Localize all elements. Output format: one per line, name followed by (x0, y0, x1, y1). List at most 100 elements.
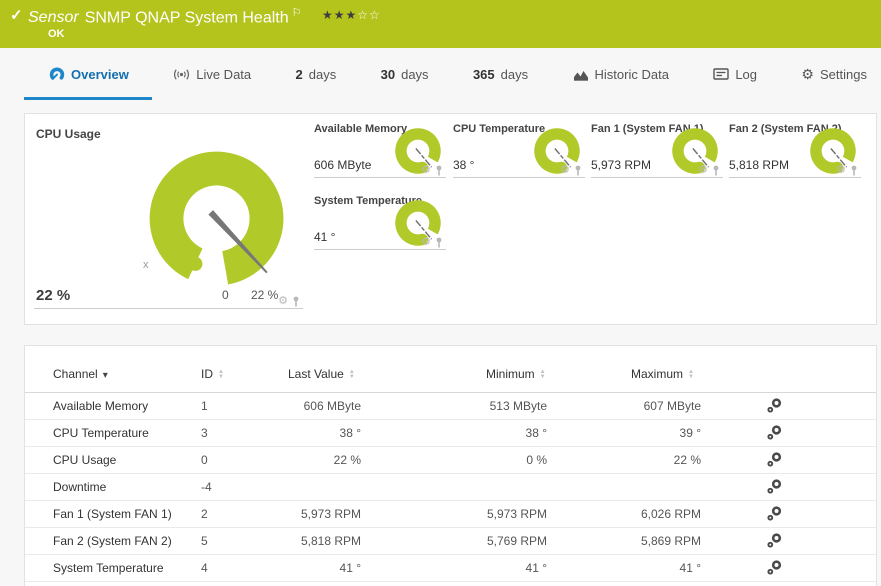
column-header-minimum[interactable]: Minimum ▲ ▼ (486, 367, 559, 381)
maximum-value: 22 % (673, 453, 701, 467)
column-header-maximum[interactable]: Maximum ▲ ▼ (631, 367, 713, 381)
gear-icon[interactable]: ⚙ (698, 164, 708, 176)
gauge-cell-fan-1[interactable]: Fan 1 (System FAN 1) 5,973 RPM ⚙ (591, 121, 723, 178)
maximum-value: 6,026 RPM (640, 507, 701, 521)
star-empty-icons: ☆☆ (357, 8, 381, 23)
tab-label: Live Data (196, 66, 252, 82)
minimum-value: 41 ° (525, 561, 547, 575)
table-row: CPU Usage 0 22 % 0 % 22 % (25, 447, 876, 474)
channel-id: 0 (201, 453, 208, 467)
tab-30-days[interactable]: 30 days (381, 67, 429, 82)
maximum-value: 607 MByte (643, 399, 701, 413)
table-row: Downtime -4 (25, 474, 876, 501)
tab-label: days (500, 66, 529, 82)
channel-name: System Temperature (53, 561, 164, 575)
gear-icon[interactable]: ⚙ (421, 164, 431, 176)
column-header-last-value[interactable]: Last Value ▲ ▼ (288, 367, 373, 381)
star-filled-icons: ★★★ (321, 8, 358, 23)
tab-number: 2 (295, 66, 303, 82)
pin-icon[interactable] (711, 165, 721, 176)
gear-icon[interactable]: ⚙ (560, 164, 570, 176)
column-label: Minimum (486, 367, 535, 381)
log-icon (713, 68, 730, 80)
sensor-kind-label: Sensor (28, 9, 79, 27)
last-value: 5,818 RPM (300, 534, 361, 548)
tab-bar: Overview Live Data 2 days 30 days 365 da… (0, 48, 881, 100)
last-value: 38 ° (339, 426, 361, 440)
channel-settings-icon[interactable] (766, 560, 782, 576)
gauge-cell-cpu-usage[interactable]: CPU Usage x 22 % 0 22 % ⚙ (34, 121, 303, 309)
gauge-title: Fan 1 (System FAN 1) (591, 123, 704, 135)
channel-settings-icon[interactable] (766, 452, 782, 468)
pin-icon[interactable] (291, 296, 301, 307)
channel-id: 3 (201, 426, 208, 440)
channel-name: CPU Usage (53, 453, 117, 467)
gear-icon[interactable]: ⚙ (421, 236, 431, 248)
sort-icon: ▲ ▼ (539, 368, 546, 380)
gauge-dial (534, 128, 580, 174)
gauge-value: 5,973 RPM (591, 158, 652, 172)
flag-icon: ⚐ (291, 7, 302, 19)
gear-icon[interactable]: ⚙ (278, 295, 288, 307)
sort-desc-icon: ▾ (102, 370, 108, 381)
active-tab-underline (24, 97, 152, 100)
gauge-cell-available-memory[interactable]: Available Memory 606 MByte ⚙ (314, 121, 446, 178)
gear-icon: ⚙ (801, 66, 814, 82)
tab-365-days[interactable]: 365 days (473, 67, 528, 82)
tab-label: Overview (71, 66, 129, 82)
column-label: Maximum (631, 367, 684, 381)
channel-settings-icon[interactable] (766, 533, 782, 549)
channel-settings-icon[interactable] (766, 425, 782, 441)
channel-id: 5 (201, 534, 208, 548)
column-header-channel[interactable]: Channel ▾ (25, 367, 201, 381)
channel-id: 2 (201, 507, 208, 521)
tab-settings[interactable]: ⚙ Settings (801, 67, 867, 82)
pin-icon[interactable] (434, 237, 444, 248)
sort-icon: ▲ ▼ (688, 368, 694, 380)
table-row: Available Memory 1 606 MByte 513 MByte 6… (25, 393, 876, 420)
channel-settings-icon[interactable] (766, 479, 782, 495)
tab-live-data[interactable]: Live Data (173, 67, 251, 82)
tab-overview[interactable]: Overview (49, 66, 129, 82)
minimum-value: 513 MByte (489, 399, 547, 413)
gauge-dial (672, 128, 718, 174)
tab-historic-data[interactable]: Historic Data (573, 67, 669, 82)
table-header-row: Channel ▾ ID ▲ ▼ Last Value ▲ ▼ Minimum ▲ ▼ Max… (25, 346, 876, 393)
gauges-panel: CPU Usage x 22 % 0 22 % ⚙ Available Memo… (24, 113, 877, 325)
gauge-value: 5,818 RPM (729, 158, 790, 172)
tab-label: days (401, 66, 429, 82)
channel-id: 1 (201, 399, 208, 413)
gauge-dial (395, 128, 441, 174)
minimum-value: 5,973 RPM (486, 507, 547, 521)
column-label: ID (201, 367, 213, 381)
tab-label: Log (735, 66, 758, 82)
gauge-title: System Temperature (314, 195, 423, 207)
gauge-cell-fan-2[interactable]: Fan 2 (System FAN 2) 5,818 RPM ⚙ (729, 121, 861, 178)
channel-settings-icon[interactable] (766, 398, 782, 414)
pin-icon[interactable] (573, 165, 583, 176)
gauge-value: 41 ° (314, 230, 336, 244)
channel-id: -4 (201, 480, 212, 494)
channel-name: Fan 1 (System FAN 1) (53, 507, 172, 521)
ok-check-icon: ✓ (10, 7, 23, 24)
priority-stars[interactable]: ★★★☆☆ (322, 8, 381, 22)
gear-icon[interactable]: ⚙ (836, 164, 846, 176)
channel-settings-icon[interactable] (766, 506, 782, 522)
scale-min-label: 0 (222, 288, 229, 302)
sort-icon: ▲ ▼ (218, 368, 224, 380)
channel-name: Available Memory (53, 399, 149, 413)
tab-number: 30 (380, 66, 396, 82)
live-data-icon (174, 68, 190, 80)
gauge-cell-system-temperature[interactable]: System Temperature 41 ° ⚙ (314, 193, 446, 250)
tab-2-days[interactable]: 2 days (296, 67, 337, 82)
tab-log[interactable]: Log (713, 67, 757, 82)
sensor-status-banner: ✓ Sensor SNMP QNAP System Health ⚐ ★★★☆☆ O… (0, 0, 881, 48)
gauge-cell-cpu-temperature[interactable]: CPU Temperature 38 ° ⚙ (453, 121, 585, 178)
column-header-id[interactable]: ID ▲ ▼ (201, 367, 288, 381)
tab-number: 365 (472, 66, 495, 82)
minimum-value: 5,769 RPM (486, 534, 547, 548)
last-value: 606 MByte (303, 399, 361, 413)
pin-icon[interactable] (434, 165, 444, 176)
tab-label: Settings (819, 66, 867, 82)
pin-icon[interactable] (849, 165, 859, 176)
